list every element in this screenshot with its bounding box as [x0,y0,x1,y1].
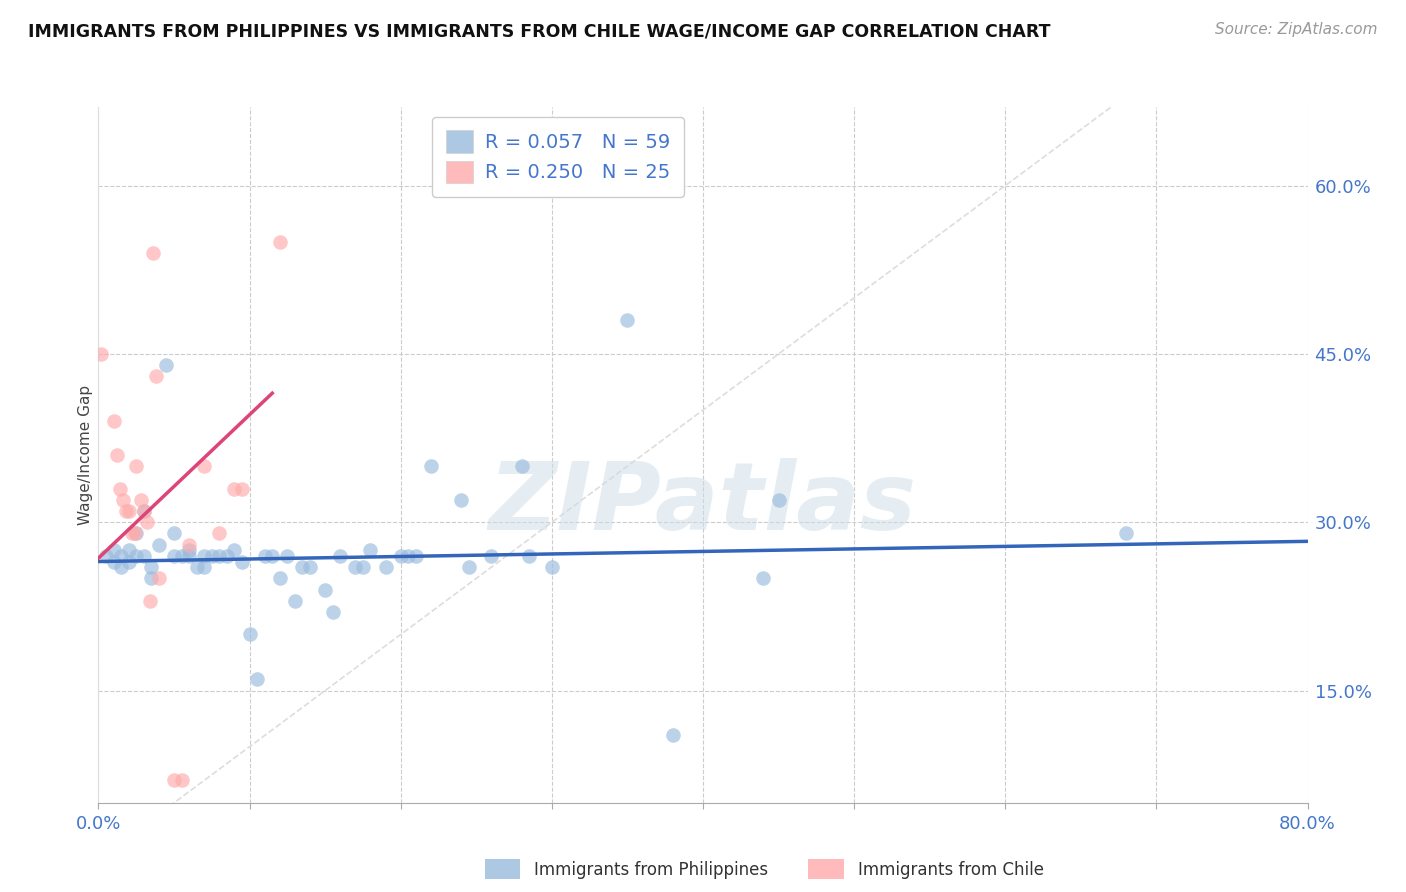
Y-axis label: Wage/Income Gap: Wage/Income Gap [77,384,93,525]
Point [450,492,472,507]
Point [108,482,131,496]
Point [193,459,215,474]
Point [768,492,790,507]
Point [276,549,298,563]
Point [135,515,157,529]
Text: Source: ZipAtlas.com: Source: ZipAtlas.com [1215,22,1378,37]
Point [141,560,163,574]
Point [224,543,246,558]
Point [145,369,167,384]
Point [132,504,155,518]
Point [163,549,186,563]
Point [110,560,132,574]
Point [517,549,540,563]
Point [110,549,132,563]
Point [291,560,314,574]
Point [193,560,215,574]
Point [284,594,307,608]
Point [111,492,134,507]
Point [481,549,503,563]
Legend: R = 0.057   N = 59, R = 0.250   N = 25: R = 0.057 N = 59, R = 0.250 N = 25 [432,117,683,196]
Point [360,543,382,558]
Text: IMMIGRANTS FROM PHILIPPINES VS IMMIGRANTS FROM CHILE WAGE/INCOME GAP CORRELATION: IMMIGRANTS FROM PHILIPPINES VS IMMIGRANT… [28,22,1050,40]
Point [132,549,155,563]
Text: ZIPatlas: ZIPatlas [489,458,917,549]
Point [344,560,367,574]
Point [118,504,141,518]
Point [142,246,165,260]
Point [170,773,193,788]
Point [269,571,291,585]
Point [121,526,143,541]
Point [510,459,533,474]
Point [396,549,419,563]
Point [141,571,163,585]
Point [208,549,231,563]
Point [103,555,125,569]
Point [103,414,125,428]
Point [389,549,412,563]
Point [374,560,396,574]
Text: Immigrants from Philippines: Immigrants from Philippines [534,861,769,879]
Point [129,492,152,507]
Point [208,526,231,541]
Point [215,549,238,563]
Point [118,543,141,558]
Point [352,560,374,574]
Point [662,729,685,743]
Point [148,571,170,585]
Point [155,358,177,372]
Point [231,555,253,569]
Point [163,526,186,541]
Point [193,549,215,563]
Point [322,605,344,619]
Point [114,504,136,518]
Point [179,538,201,552]
Point [103,543,125,558]
Point [186,560,208,574]
Point [314,582,336,597]
Point [125,549,148,563]
Point [179,549,201,563]
Point [132,504,155,518]
Point [179,543,201,558]
Point [170,549,193,563]
Point [163,773,186,788]
Point [125,526,148,541]
Point [405,549,427,563]
Point [118,555,141,569]
Point [420,459,443,474]
Point [1115,526,1137,541]
Point [540,560,562,574]
Point [246,673,269,687]
Point [224,482,246,496]
Point [616,313,638,327]
Point [231,482,253,496]
Point [752,571,775,585]
Point [262,549,284,563]
Point [125,459,148,474]
Point [201,549,224,563]
Point [124,526,146,541]
Point [269,235,291,249]
Point [253,549,276,563]
Point [139,594,162,608]
Point [329,549,352,563]
Point [105,448,128,462]
Point [148,538,170,552]
Point [299,560,322,574]
Point [90,347,112,361]
Text: Immigrants from Chile: Immigrants from Chile [858,861,1043,879]
Point [239,627,262,641]
Point [457,560,479,574]
Point [94,549,117,563]
